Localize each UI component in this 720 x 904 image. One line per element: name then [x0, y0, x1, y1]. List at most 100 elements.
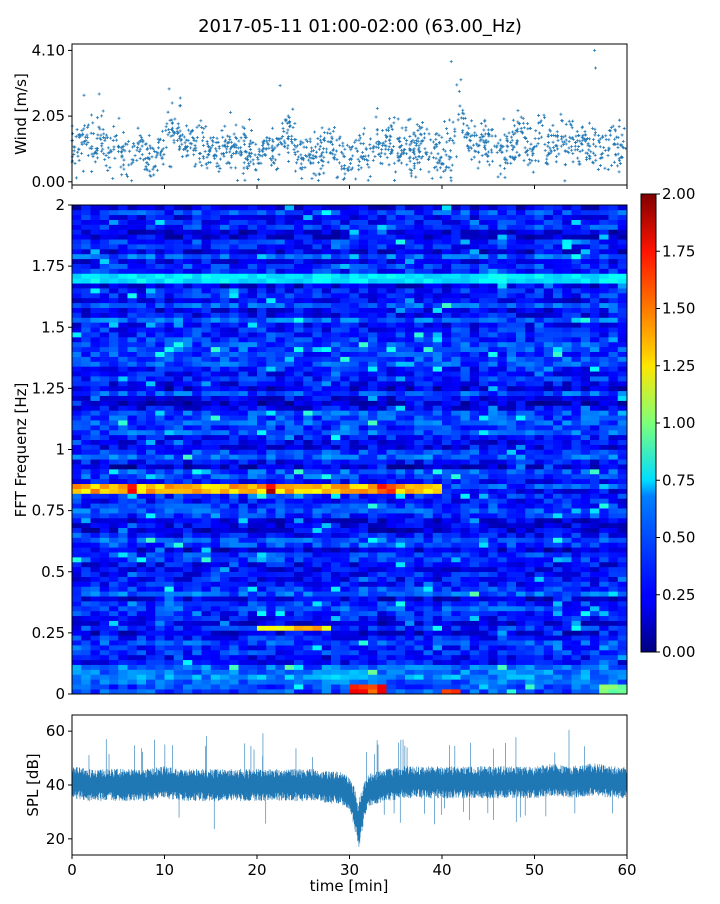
spectrogram-cell	[544, 670, 554, 675]
spectrogram-cell	[118, 670, 128, 675]
spectrogram-cell	[155, 547, 165, 552]
spectrogram-cell	[294, 435, 304, 440]
spectrogram-cell	[488, 655, 498, 660]
spectrogram-cell	[72, 405, 82, 410]
spectrogram-cell	[128, 435, 138, 440]
spectrogram-cell	[525, 528, 535, 533]
spectrogram-cell	[516, 601, 526, 606]
spectrogram-cell	[229, 635, 239, 640]
spectrogram-cell	[562, 674, 572, 679]
spectrogram-cell	[174, 518, 184, 523]
spectrogram-cell	[562, 459, 572, 464]
spectrogram-cell	[609, 582, 619, 587]
spectrogram-cell	[276, 405, 286, 410]
spectrogram-cell	[202, 474, 212, 479]
spectrogram-cell	[202, 405, 212, 410]
spectrogram-cell	[590, 645, 600, 650]
spectrogram-cell	[516, 469, 526, 474]
spectrogram-cell	[146, 518, 156, 523]
spectrogram-cell	[479, 542, 489, 547]
spectrogram-cell	[350, 660, 360, 665]
spectrogram-cell	[377, 538, 387, 543]
spectrogram-cell	[248, 601, 258, 606]
spectrogram-cell	[118, 616, 128, 621]
spectrogram-cell	[183, 582, 193, 587]
spectrogram-cell	[266, 601, 276, 606]
spectrogram-cell	[220, 405, 230, 410]
spectrogram-cell	[414, 547, 424, 552]
spectrogram-cell	[322, 611, 332, 616]
spectrogram-cell	[396, 582, 406, 587]
spectrogram-cell	[414, 635, 424, 640]
spectrogram-cell	[174, 577, 184, 582]
spectrogram-cell	[544, 679, 554, 684]
spectrogram-cell	[313, 479, 323, 484]
spectrogram-cell	[248, 635, 258, 640]
spectrogram-cell	[368, 498, 378, 503]
spectrogram-cell	[562, 572, 572, 577]
spectrogram-cell	[368, 626, 378, 631]
spectrogram-cell	[155, 401, 165, 406]
spectrogram-cell	[248, 425, 258, 430]
spectrogram-cell	[599, 430, 609, 435]
spectrogram-cell	[239, 650, 249, 655]
spectrogram-cell	[581, 459, 591, 464]
spectrogram-cell	[192, 655, 202, 660]
spectrogram-cell	[257, 454, 267, 459]
spectrogram-cell	[414, 606, 424, 611]
spectrogram-cell	[461, 591, 471, 596]
spectrogram-cell	[146, 582, 156, 587]
spectrogram-cell	[433, 596, 443, 601]
spectrogram-cell	[313, 655, 323, 660]
spectrogram-cell	[72, 450, 82, 455]
spectrogram-cell	[414, 577, 424, 582]
spectrogram-cell	[276, 435, 286, 440]
spectrogram-cell	[91, 562, 101, 567]
spectrogram-cell	[109, 459, 119, 464]
spectrogram-cell	[562, 601, 572, 606]
spectrogram-cell	[562, 582, 572, 587]
spectrogram-cell	[553, 435, 563, 440]
spectrogram-cell	[331, 484, 341, 489]
spectrogram-cell	[618, 552, 628, 557]
spectrogram-cell	[414, 557, 424, 562]
spectrogram-cell	[387, 630, 397, 635]
spectrogram-cell	[91, 498, 101, 503]
spectrogram-cell	[451, 635, 461, 640]
spectrogram-cell	[599, 464, 609, 469]
spectrogram-cell	[572, 508, 582, 513]
spectrogram-cell	[294, 430, 304, 435]
spectrogram-cell	[470, 591, 480, 596]
spectrogram-cell	[109, 542, 119, 547]
spectrogram-cell	[581, 630, 591, 635]
spectrogram-cell	[396, 630, 406, 635]
spectrogram-cell	[470, 503, 480, 508]
spectrogram-cell	[322, 606, 332, 611]
spectrogram-cell	[91, 674, 101, 679]
spectrogram-cell	[442, 518, 452, 523]
spectrogram-cell	[618, 572, 628, 577]
spectrogram-cell	[220, 630, 230, 635]
spectrogram-cell	[266, 630, 276, 635]
spectrogram-cell	[183, 503, 193, 508]
spectrogram-cell	[202, 596, 212, 601]
spectrogram-cell	[488, 489, 498, 494]
spectrogram-cell	[461, 508, 471, 513]
spectrogram-cell	[470, 640, 480, 645]
spectrogram-cell	[91, 474, 101, 479]
spectrogram-cell	[516, 518, 526, 523]
spectrogram-cell	[350, 582, 360, 587]
spectrogram-cell	[91, 445, 101, 450]
spectrogram-cell	[303, 420, 313, 425]
spectrogram-cell	[100, 567, 110, 572]
spectrogram-cell	[155, 489, 165, 494]
spectrogram-cell	[498, 635, 508, 640]
spectrogram-cell	[396, 503, 406, 508]
spectrogram-cell	[294, 630, 304, 635]
spectrogram-cell	[387, 523, 397, 528]
spectrogram-cell	[155, 523, 165, 528]
spectrogram-cell	[479, 440, 489, 445]
spectrogram-cell	[451, 489, 461, 494]
spectrogram-cell	[451, 508, 461, 513]
spectrogram-cell	[146, 684, 156, 689]
